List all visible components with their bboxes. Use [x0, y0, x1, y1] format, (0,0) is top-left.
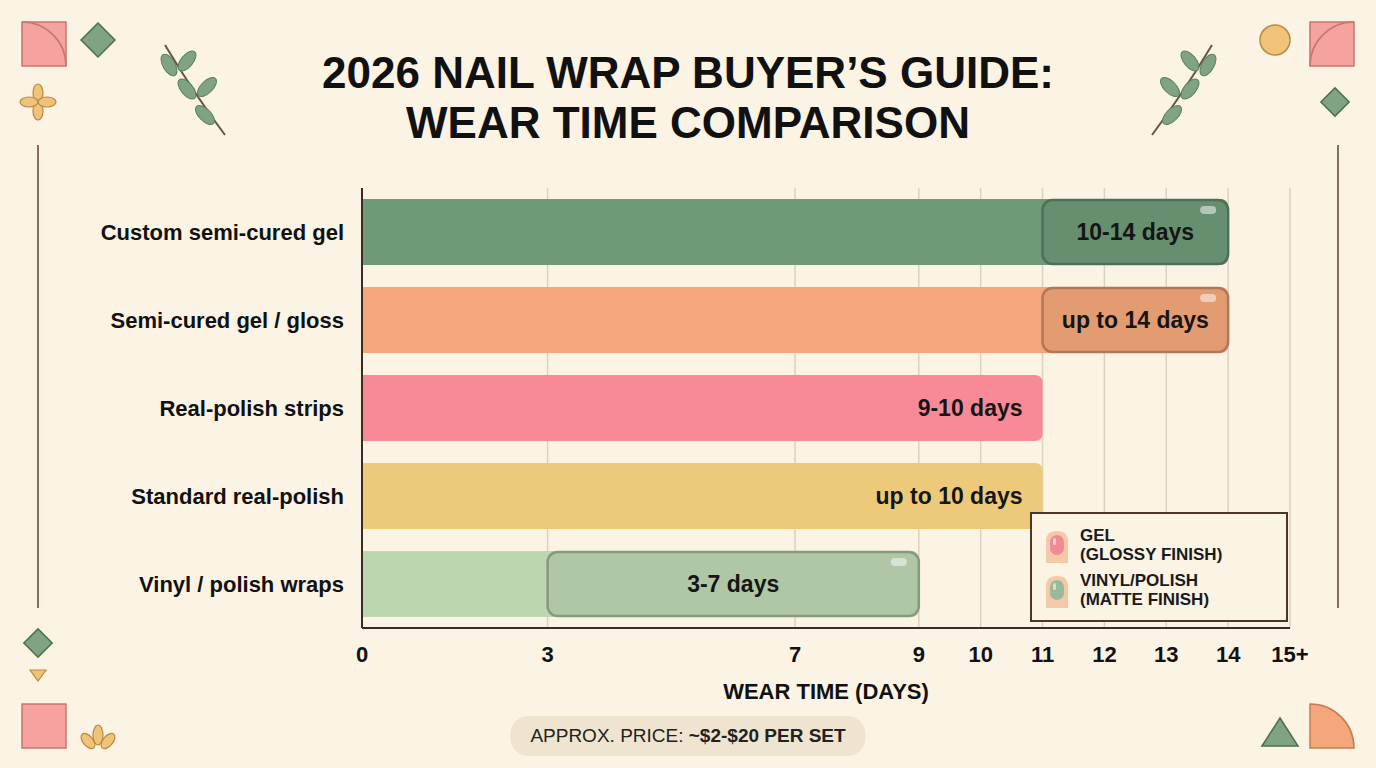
svg-text:13: 13 — [1154, 642, 1178, 667]
html-text:VINYL/POLISH: VINYL/POLISH — [1080, 570, 1199, 590]
svg-text:0: 0 — [356, 642, 368, 667]
svg-text:up to 14 days: up to 14 days — [1062, 307, 1209, 333]
svg-text:WEAR TIME (DAYS): WEAR TIME (DAYS) — [723, 679, 929, 704]
svg-text:14: 14 — [1216, 642, 1241, 667]
svg-text:12: 12 — [1092, 642, 1116, 667]
svg-text:15+: 15+ — [1271, 642, 1308, 667]
svg-text:10-14 days: 10-14 days — [1077, 219, 1195, 245]
svg-text:3-7 days: 3-7 days — [687, 571, 779, 597]
html-text:(GLOSSY FINISH): (GLOSSY FINISH) — [1080, 544, 1223, 564]
svg-text:11: 11 — [1031, 642, 1054, 667]
svg-text:7: 7 — [789, 642, 801, 667]
html-text:WEAR TIME COMPARISON: WEAR TIME COMPARISON — [406, 98, 970, 147]
svg-text:9-10 days: 9-10 days — [918, 395, 1023, 421]
html-text:GEL: GEL — [1080, 525, 1115, 545]
svg-text:Standard real-polish: Standard real-polish — [131, 484, 344, 509]
html-text:(MATTE FINISH): (MATTE FINISH) — [1080, 589, 1210, 609]
html-text:2026 NAIL WRAP BUYER’S GUIDE:: 2026 NAIL WRAP BUYER’S GUIDE: — [322, 48, 1054, 97]
svg-text:Vinyl / polish wraps: Vinyl / polish wraps — [139, 572, 344, 597]
svg-text:10: 10 — [968, 642, 992, 667]
html-text:APPROX. PRICE: ~$2-$20 PER SET: APPROX. PRICE: ~$2-$20 PER SET — [530, 725, 846, 746]
svg-text:3: 3 — [541, 642, 553, 667]
svg-text:Semi-cured gel / gloss: Semi-cured gel / gloss — [110, 308, 344, 333]
svg-text:up to 10 days: up to 10 days — [876, 483, 1023, 509]
svg-text:Custom semi-cured gel: Custom semi-cured gel — [101, 220, 344, 245]
svg-text:9: 9 — [913, 642, 925, 667]
svg-text:Real-polish strips: Real-polish strips — [159, 396, 344, 421]
